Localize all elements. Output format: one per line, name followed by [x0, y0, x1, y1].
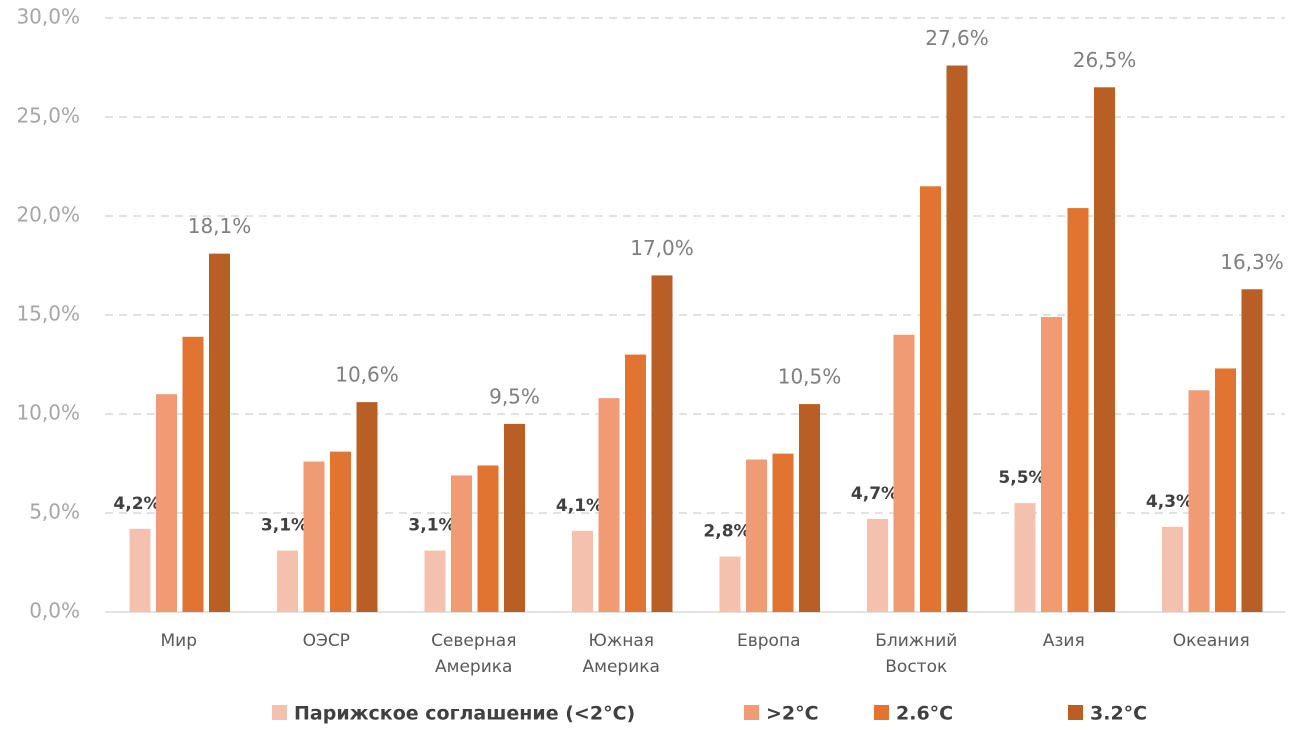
data-label: 4,7%	[851, 484, 898, 504]
y-tick-label: 20,0%	[16, 203, 80, 227]
bar	[424, 550, 446, 612]
bar	[772, 453, 794, 612]
legend-swatch	[744, 705, 759, 720]
legend-label: Парижское соглашение (<2°C)	[294, 703, 635, 725]
bar	[598, 398, 620, 612]
legend-swatch	[874, 705, 889, 720]
bar	[129, 528, 151, 612]
data-label: 17,0%	[630, 236, 694, 260]
bar	[572, 530, 593, 612]
data-label: 4,3%	[1146, 492, 1193, 512]
legend-swatch	[1068, 705, 1083, 720]
bar	[719, 556, 741, 612]
bar	[477, 465, 499, 612]
y-tick-label: 30,0%	[16, 5, 80, 29]
bar	[1241, 289, 1263, 612]
legend-label: >2°C	[766, 703, 819, 725]
bar	[504, 423, 525, 612]
bar	[330, 451, 351, 612]
x-tick-label: Азия	[1042, 631, 1085, 651]
data-label: 5,5%	[998, 468, 1045, 488]
bar	[893, 334, 915, 612]
bar	[799, 404, 820, 612]
data-label: 4,2%	[113, 494, 160, 514]
legend-label: 2.6°C	[896, 703, 953, 725]
bar	[1041, 316, 1062, 612]
data-label: 3,1%	[408, 516, 455, 536]
bar	[1067, 208, 1089, 612]
data-label: 2,8%	[703, 522, 750, 542]
bar	[920, 186, 941, 613]
bar	[625, 354, 646, 612]
bar	[1215, 368, 1236, 612]
x-tick-label: Северная Америка	[431, 631, 517, 677]
legend-label: 3.2°C	[1090, 703, 1147, 725]
x-tick-label: Ближний Восток	[875, 631, 958, 677]
y-tick-label: 15,0%	[16, 302, 80, 326]
data-label: 16,3%	[1220, 250, 1284, 274]
x-tick-label: Мир	[160, 631, 197, 651]
bar	[1014, 503, 1036, 612]
x-tick-label: Европа	[737, 631, 801, 651]
data-label: 9,5%	[489, 384, 540, 408]
data-label: 10,6%	[335, 363, 399, 387]
data-label: 4,1%	[556, 496, 603, 516]
x-tick-label: Океания	[1172, 631, 1250, 651]
bar	[867, 518, 888, 612]
data-label: 26,5%	[1073, 48, 1137, 72]
x-tick-label: Южная Америка	[582, 631, 660, 677]
bar	[451, 475, 472, 612]
bar	[946, 65, 968, 612]
y-tick-label: 0,0%	[29, 599, 80, 623]
x-tick-label: ОЭСР	[302, 631, 350, 651]
bar	[1094, 87, 1115, 613]
bar	[1162, 526, 1183, 612]
y-tick-label: 25,0%	[16, 104, 80, 128]
legend-swatch	[272, 705, 287, 720]
data-label: 18,1%	[188, 214, 252, 238]
bar	[182, 336, 204, 612]
bar	[156, 394, 177, 612]
data-label: 27,6%	[925, 26, 989, 50]
data-label: 3,1%	[261, 516, 308, 536]
y-tick-label: 10,0%	[16, 401, 80, 425]
bar	[356, 402, 378, 612]
data-label: 10,5%	[778, 365, 842, 389]
bar	[277, 550, 298, 612]
bar	[1188, 390, 1210, 612]
y-tick-label: 5,0%	[29, 500, 80, 524]
bar	[746, 459, 767, 612]
bar	[303, 461, 325, 612]
bar	[209, 253, 230, 612]
bar	[651, 275, 673, 612]
